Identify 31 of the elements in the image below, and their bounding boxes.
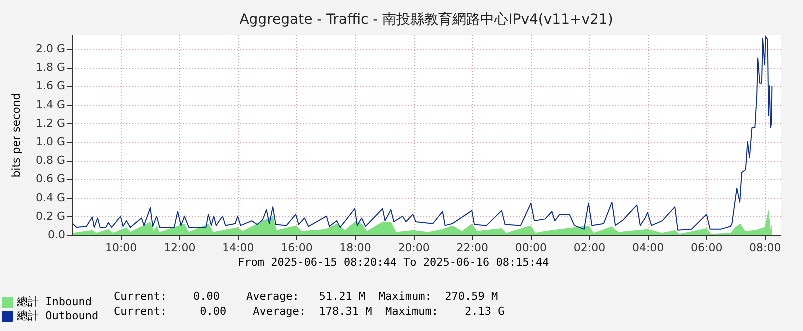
x-tick-label: 20:00 (398, 242, 430, 254)
x-tick-label: 02:00 (574, 242, 606, 254)
x-tick-label: 10:00 (105, 242, 138, 254)
y-tick-label: 1.6 G (36, 80, 66, 93)
y-tick-label: 0.0 (48, 228, 66, 242)
x-tick-label: 16:00 (281, 242, 313, 254)
x-tick-label: 22:00 (456, 242, 488, 254)
x-tick-label: 06:00 (690, 242, 723, 254)
x-tick-label: 18:00 (340, 242, 372, 254)
x-tick-label: 08:00 (750, 242, 782, 254)
y-tick-label: 1.2 G (36, 116, 66, 130)
x-tick-label: 14:00 (222, 242, 254, 254)
x-tick-label: 12:00 (164, 242, 196, 254)
line-series (72, 36, 773, 231)
y-tick-label: 0.6 G (36, 172, 66, 186)
y-axis-title: bits per second (10, 93, 23, 178)
y-tick-label: 0.4 G (36, 191, 66, 204)
x-tick-label: 04:00 (632, 242, 664, 254)
y-tick-label: 0.8 G (36, 154, 66, 168)
text: Current: 0.00 Average: 51.21 M Maximum: 270.59 M (114, 290, 498, 303)
y-tick-label: 1.4 G (36, 98, 66, 112)
y-tick-label: 2.0 G (36, 42, 66, 56)
y-tick-label: 1.0 G (36, 135, 66, 148)
text: Current: 0.00 Average: 178.31 M Maximum: 2.13 G (114, 305, 505, 318)
legend-label: 總計 Outbound (16, 310, 99, 322)
x-tick-label: 00:00 (515, 242, 548, 254)
text: From 2025-06-15 08:20:44 To 2025-06-16 08:15:44 (238, 256, 550, 269)
y-tick-label: 1.8 G (36, 61, 66, 74)
y-tick-label: 0.2 G (36, 210, 66, 223)
legend-label: 總計 Inbound (16, 296, 92, 308)
chart-title: Aggregate - Traffic - 南投縣教育網路中心IPv4(v11+v21) (240, 11, 614, 28)
